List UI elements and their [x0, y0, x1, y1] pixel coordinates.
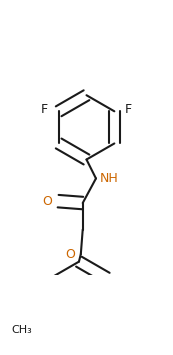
Text: F: F: [41, 103, 48, 116]
Text: O: O: [65, 247, 75, 261]
Text: O: O: [43, 195, 52, 208]
Text: F: F: [125, 103, 132, 116]
Text: NH: NH: [100, 172, 119, 185]
Text: CH₃: CH₃: [11, 325, 32, 335]
